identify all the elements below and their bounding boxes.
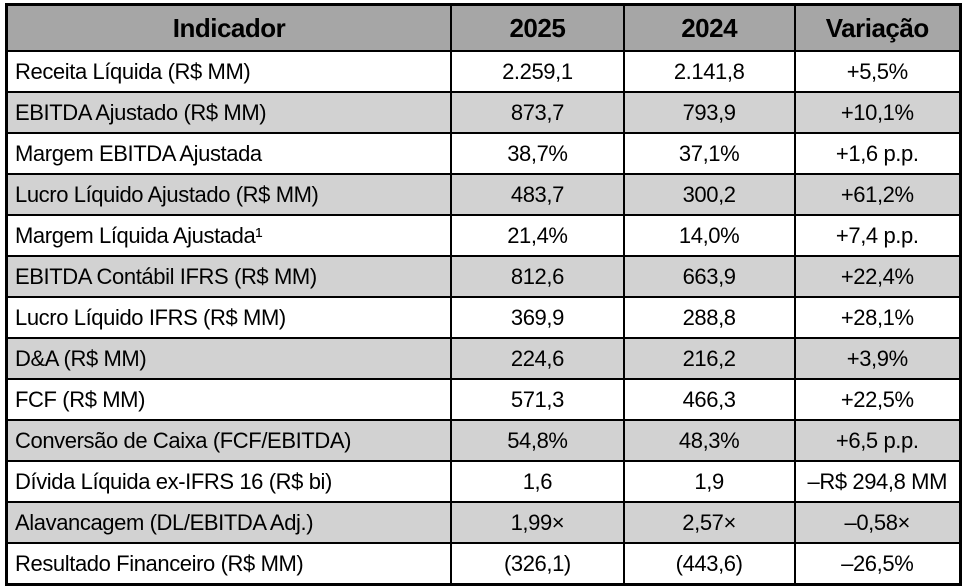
value-2025-cell: 812,6 (450, 255, 625, 298)
table-row: FCF (R$ MM) 571,3 466,3 +22,5% (5, 378, 962, 421)
column-header-2024: 2024 (622, 3, 796, 52)
value-2025-cell: 369,9 (450, 296, 625, 339)
value-2025-cell: 54,8% (450, 419, 625, 462)
indicator-cell: Lucro Líquido Ajustado (R$ MM) (5, 173, 453, 216)
kpi-table: Indicador 2025 2024 Variação Receita Líq… (5, 3, 962, 586)
value-2025-cell: 571,3 (450, 378, 625, 421)
column-header-indicador: Indicador (5, 3, 453, 52)
value-2024-cell: 2,57× (622, 501, 796, 544)
value-2025-cell: (326,1) (450, 542, 625, 586)
value-2024-cell: 14,0% (622, 214, 796, 257)
variation-cell: +1,6 p.p. (793, 132, 962, 175)
indicator-cell: Margem Líquida Ajustada¹ (5, 214, 453, 257)
variation-cell: +10,1% (793, 91, 962, 134)
value-2024-cell: 48,3% (622, 419, 796, 462)
variation-cell: +22,4% (793, 255, 962, 298)
table-row: Lucro Líquido Ajustado (R$ MM) 483,7 300… (5, 173, 962, 216)
table-row: Resultado Financeiro (R$ MM) (326,1) (44… (5, 542, 962, 586)
value-2024-cell: 300,2 (622, 173, 796, 216)
table-row: Margem EBITDA Ajustada 38,7% 37,1% +1,6 … (5, 132, 962, 175)
value-2025-cell: 483,7 (450, 173, 625, 216)
indicator-cell: D&A (R$ MM) (5, 337, 453, 380)
value-2025-cell: 21,4% (450, 214, 625, 257)
table-row: Lucro Líquido IFRS (R$ MM) 369,9 288,8 +… (5, 296, 962, 339)
table-row: Receita Líquida (R$ MM) 2.259,1 2.141,8 … (5, 50, 962, 93)
value-2024-cell: 216,2 (622, 337, 796, 380)
table-row: D&A (R$ MM) 224,6 216,2 +3,9% (5, 337, 962, 380)
variation-cell: +28,1% (793, 296, 962, 339)
table-row: Margem Líquida Ajustada¹ 21,4% 14,0% +7,… (5, 214, 962, 257)
value-2025-cell: 873,7 (450, 91, 625, 134)
indicator-cell: Resultado Financeiro (R$ MM) (5, 542, 453, 586)
value-2024-cell: 2.141,8 (622, 50, 796, 93)
value-2024-cell: 466,3 (622, 378, 796, 421)
variation-cell: +3,9% (793, 337, 962, 380)
indicator-cell: Receita Líquida (R$ MM) (5, 50, 453, 93)
value-2024-cell: 793,9 (622, 91, 796, 134)
value-2024-cell: 37,1% (622, 132, 796, 175)
value-2025-cell: 38,7% (450, 132, 625, 175)
table-row: EBITDA Contábil IFRS (R$ MM) 812,6 663,9… (5, 255, 962, 298)
variation-cell: +61,2% (793, 173, 962, 216)
variation-cell: +5,5% (793, 50, 962, 93)
indicator-cell: EBITDA Contábil IFRS (R$ MM) (5, 255, 453, 298)
value-2025-cell: 224,6 (450, 337, 625, 380)
variation-cell: +6,5 p.p. (793, 419, 962, 462)
indicator-cell: Lucro Líquido IFRS (R$ MM) (5, 296, 453, 339)
value-2025-cell: 2.259,1 (450, 50, 625, 93)
value-2025-cell: 1,99× (450, 501, 625, 544)
indicator-cell: EBITDA Ajustado (R$ MM) (5, 91, 453, 134)
table-row: Dívida Líquida ex-IFRS 16 (R$ bi) 1,6 1,… (5, 460, 962, 503)
table-row: EBITDA Ajustado (R$ MM) 873,7 793,9 +10,… (5, 91, 962, 134)
variation-cell: –R$ 294,8 MM (793, 460, 962, 503)
variation-cell: +22,5% (793, 378, 962, 421)
value-2025-cell: 1,6 (450, 460, 625, 503)
column-header-2025: 2025 (450, 3, 625, 52)
table-header: Indicador 2025 2024 Variação (5, 3, 962, 52)
value-2024-cell: 663,9 (622, 255, 796, 298)
table-body: Receita Líquida (R$ MM) 2.259,1 2.141,8 … (5, 50, 962, 586)
table-row: Conversão de Caixa (FCF/EBITDA) 54,8% 48… (5, 419, 962, 462)
value-2024-cell: 1,9 (622, 460, 796, 503)
table-row: Alavancagem (DL/EBITDA Adj.) 1,99× 2,57×… (5, 501, 962, 544)
variation-cell: –26,5% (793, 542, 962, 586)
indicator-cell: Alavancagem (DL/EBITDA Adj.) (5, 501, 453, 544)
indicator-cell: Dívida Líquida ex-IFRS 16 (R$ bi) (5, 460, 453, 503)
value-2024-cell: (443,6) (622, 542, 796, 586)
indicator-cell: FCF (R$ MM) (5, 378, 453, 421)
indicator-cell: Conversão de Caixa (FCF/EBITDA) (5, 419, 453, 462)
header-row: Indicador 2025 2024 Variação (5, 3, 962, 52)
variation-cell: –0,58× (793, 501, 962, 544)
column-header-variacao: Variação (793, 3, 962, 52)
value-2024-cell: 288,8 (622, 296, 796, 339)
indicator-cell: Margem EBITDA Ajustada (5, 132, 453, 175)
variation-cell: +7,4 p.p. (793, 214, 962, 257)
